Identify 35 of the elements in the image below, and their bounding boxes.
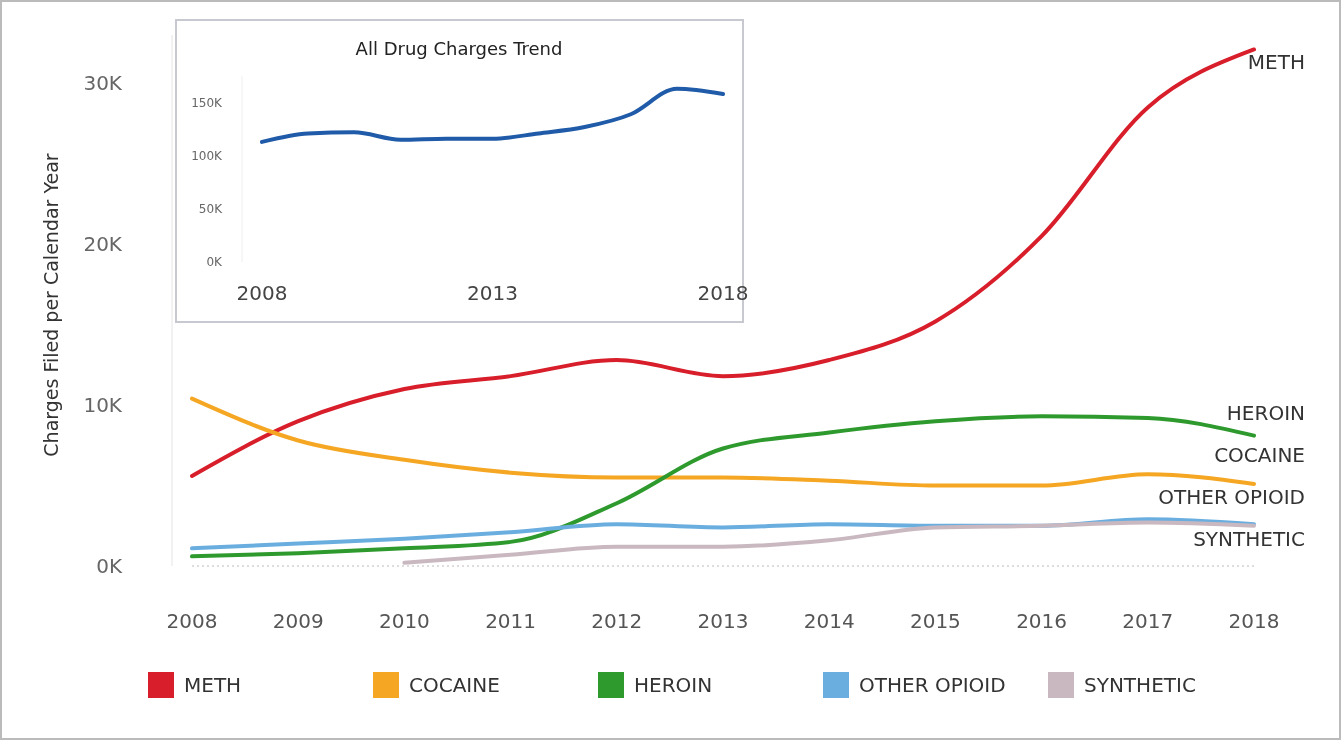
x-tick-label: 2016 [1016, 609, 1068, 633]
x-tick-label: 2008 [236, 281, 288, 305]
y-tick-label: 100K [191, 148, 224, 163]
legend-label: HEROIN [634, 673, 713, 697]
x-tick-label: 2011 [485, 609, 537, 633]
text: SYNTHETIC [1193, 526, 1305, 551]
y-tick-label: 50K [198, 202, 224, 217]
line-series [260, 86, 725, 144]
x-tick-label: 2010 [378, 609, 430, 633]
x-tick-label: 2013 [467, 281, 518, 305]
y-tick-label: 0K [96, 554, 123, 578]
x-tick-label: 2018 [1228, 609, 1280, 633]
x-tick-label: 2012 [591, 609, 643, 633]
text: COCAINE [1214, 442, 1305, 467]
y-tick-label: 30K [83, 71, 123, 96]
x-tick-label: 2017 [1122, 609, 1174, 633]
chart-title: All Drug Charges Trend [355, 38, 563, 59]
x-tick-label: 2008 [166, 609, 218, 633]
text: METH [1247, 50, 1305, 75]
text: HEROIN [1226, 400, 1305, 425]
legend-label: METH [184, 673, 242, 697]
x-tick-label: 2018 [697, 281, 749, 305]
y-tick-label: 150K [191, 95, 224, 110]
legend-label: COCAINE [409, 673, 500, 697]
y-tick-label: 0K [206, 255, 224, 270]
x-tick-label: 2015 [909, 609, 961, 633]
legend-label: OTHER OPIOID [859, 673, 1006, 697]
x-tick-label: 2014 [803, 609, 855, 633]
y-tick-label: 20K [83, 232, 123, 257]
text: OTHER OPIOID [1158, 484, 1305, 509]
x-tick-label: 2013 [697, 609, 749, 633]
y-tick-label: 10K [83, 393, 123, 418]
x-tick-label: 2009 [272, 609, 324, 633]
legend-label: SYNTHETIC [1084, 673, 1196, 697]
y-axis-title: Charges Filed per Calendar Year [40, 153, 62, 457]
